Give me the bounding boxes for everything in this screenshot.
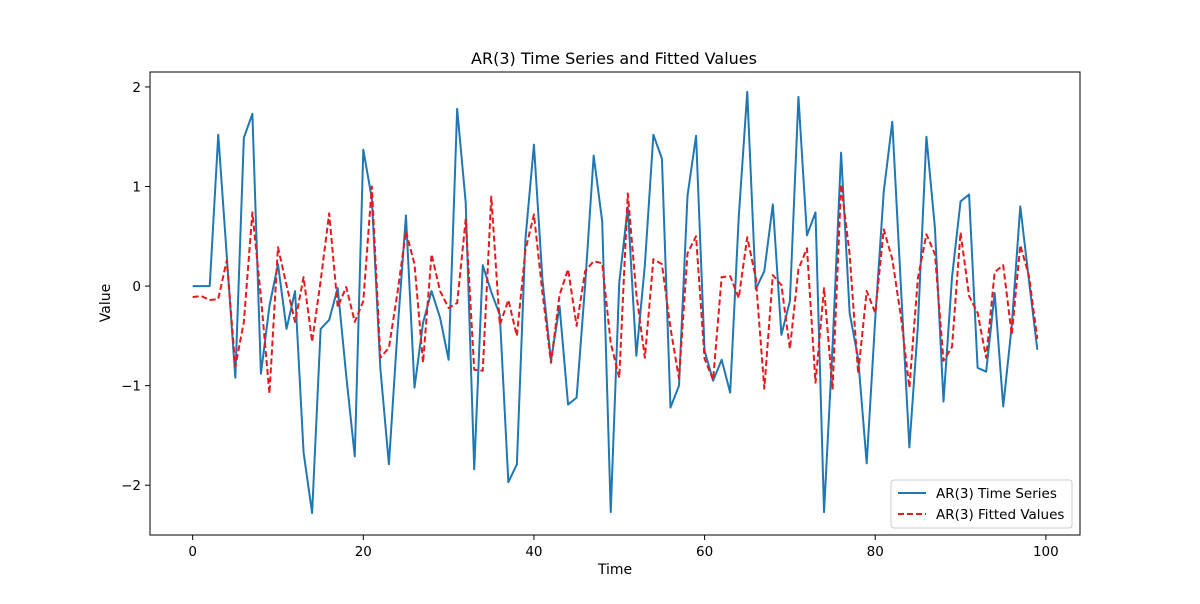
legend-label-series-2: AR(3) Fitted Values [936, 507, 1064, 523]
x-tick-label: 100 [1033, 544, 1059, 560]
series-line-2 [192, 183, 1039, 395]
plot-frame [149, 71, 1081, 536]
x-tick-label: 60 [696, 544, 713, 560]
x-tick-label: 80 [867, 544, 884, 560]
x-axis: 0 20 40 60 80 100 [188, 535, 1059, 560]
series-line-1 [192, 90, 1039, 515]
y-tick-label: 0 [132, 279, 141, 295]
x-tick-label: 40 [525, 544, 542, 560]
x-axis-label: Time [597, 562, 632, 578]
chart-title: AR(3) Time Series and Fitted Values [471, 49, 757, 68]
y-tick-label: −1 [121, 379, 141, 395]
y-axis-label: Value [98, 284, 114, 322]
x-tick-label: 20 [355, 544, 372, 560]
legend-box [890, 479, 1073, 529]
legend-label-series-1: AR(3) Time Series [936, 486, 1057, 502]
legend: AR(3) Time Series AR(3) Fitted Values [890, 479, 1073, 529]
y-tick-label: −2 [121, 478, 141, 494]
y-tick-label: 2 [132, 80, 141, 96]
x-tick-label: 0 [188, 544, 197, 560]
series-layer [192, 90, 1039, 515]
y-tick-label: 1 [132, 180, 141, 196]
y-axis: −2 −1 0 1 2 [121, 80, 150, 494]
